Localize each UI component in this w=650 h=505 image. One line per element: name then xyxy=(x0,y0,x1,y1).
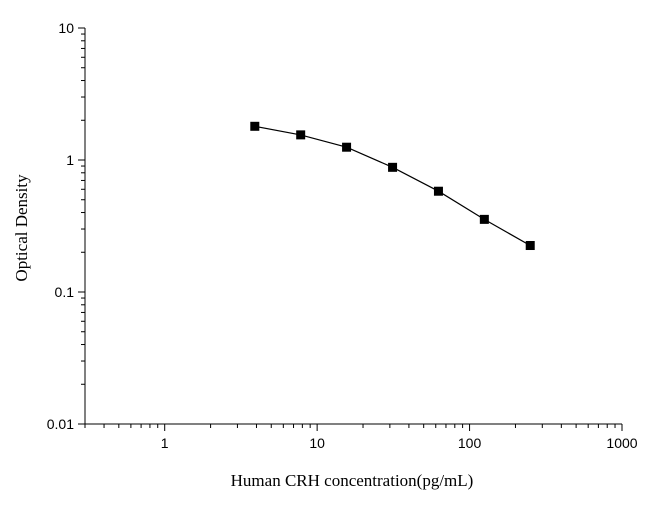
tick-labels: 1 10 100 1000 0.01 0.1 1 10 xyxy=(47,20,638,451)
series-line xyxy=(254,125,531,247)
x-tick-label: 100 xyxy=(458,435,482,451)
series-layer xyxy=(250,121,535,251)
data-point-marker xyxy=(296,130,306,140)
y-tick-label: 10 xyxy=(58,20,74,36)
data-point-marker xyxy=(342,142,352,152)
y-tick-label: 0.01 xyxy=(47,416,74,432)
y-tick-label: 0.1 xyxy=(55,284,75,300)
x-tick-label: 1 xyxy=(161,435,169,451)
data-point-marker xyxy=(479,214,489,224)
y-axis-title: Optical Density xyxy=(12,174,31,282)
y-tick-label: 1 xyxy=(66,152,74,168)
axes xyxy=(84,28,622,425)
data-point-marker xyxy=(525,241,535,251)
data-point-marker xyxy=(433,186,443,196)
x-tick-label: 10 xyxy=(309,435,325,451)
tick-marks xyxy=(78,27,623,431)
data-point-marker xyxy=(388,162,398,172)
data-point-marker xyxy=(250,121,260,131)
x-axis-title: Human CRH concentration(pg/mL) xyxy=(231,471,474,490)
x-tick-label: 1000 xyxy=(606,435,637,451)
